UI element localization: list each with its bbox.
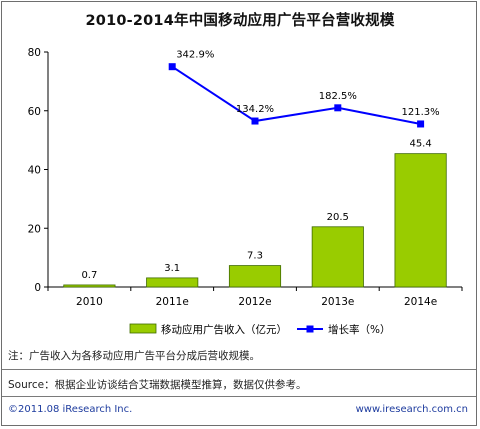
growth-value-label: 121.3% xyxy=(402,107,440,118)
legend-line-marker xyxy=(306,325,314,333)
chart-title: 2010-2014年中国移动应用广告平台营收规模 xyxy=(85,13,395,29)
growth-value-label: 134.2% xyxy=(236,104,274,115)
legend-bar-swatch xyxy=(129,323,157,334)
y-tick-label: 80 xyxy=(28,47,41,59)
bar xyxy=(394,153,447,288)
bar-value-label: 45.4 xyxy=(409,139,431,150)
website-text: www.iresearch.com.cn xyxy=(355,404,468,415)
y-tick-label: 0 xyxy=(34,282,41,294)
bar-value-label: 20.5 xyxy=(327,212,349,223)
bar xyxy=(146,277,199,288)
x-tick-label: 2010 xyxy=(76,296,103,308)
copyright-text: ©2011.08 iResearch Inc. xyxy=(8,404,133,415)
bar-value-label: 3.1 xyxy=(164,263,180,274)
y-tick-label: 40 xyxy=(28,165,41,177)
y-tick-label: 60 xyxy=(28,106,41,118)
x-tick-label: 2012e xyxy=(238,296,271,308)
growth-point xyxy=(251,117,259,125)
y-tick-label: 20 xyxy=(28,223,41,235)
bar-value-label: 7.3 xyxy=(247,251,263,262)
growth-line xyxy=(171,65,421,125)
bar xyxy=(63,284,116,288)
source-text: Source：根据企业访谈结合艾瑞数据模型推算，数据仅供参考。 xyxy=(8,379,307,391)
bar xyxy=(228,265,282,288)
legend-bar-label: 移动应用广告收入（亿元） xyxy=(161,323,287,336)
x-tick-label: 2013e xyxy=(321,296,354,308)
x-tick-label: 2011e xyxy=(156,296,189,308)
growth-value-label: 342.9% xyxy=(176,50,214,61)
growth-value-label: 182.5% xyxy=(319,91,357,102)
growth-point xyxy=(417,120,425,128)
legend-line-label: 增长率（%） xyxy=(328,323,390,336)
bar xyxy=(311,226,364,288)
growth-point xyxy=(334,104,342,112)
note-divider xyxy=(2,369,476,370)
source-divider xyxy=(2,396,476,397)
note-text: 注：广告收入为各移动应用广告平台分成后营收规模。 xyxy=(8,350,260,362)
x-tick-label: 2014e xyxy=(404,296,437,308)
growth-point xyxy=(168,63,176,71)
bar-value-label: 0.7 xyxy=(81,270,97,281)
